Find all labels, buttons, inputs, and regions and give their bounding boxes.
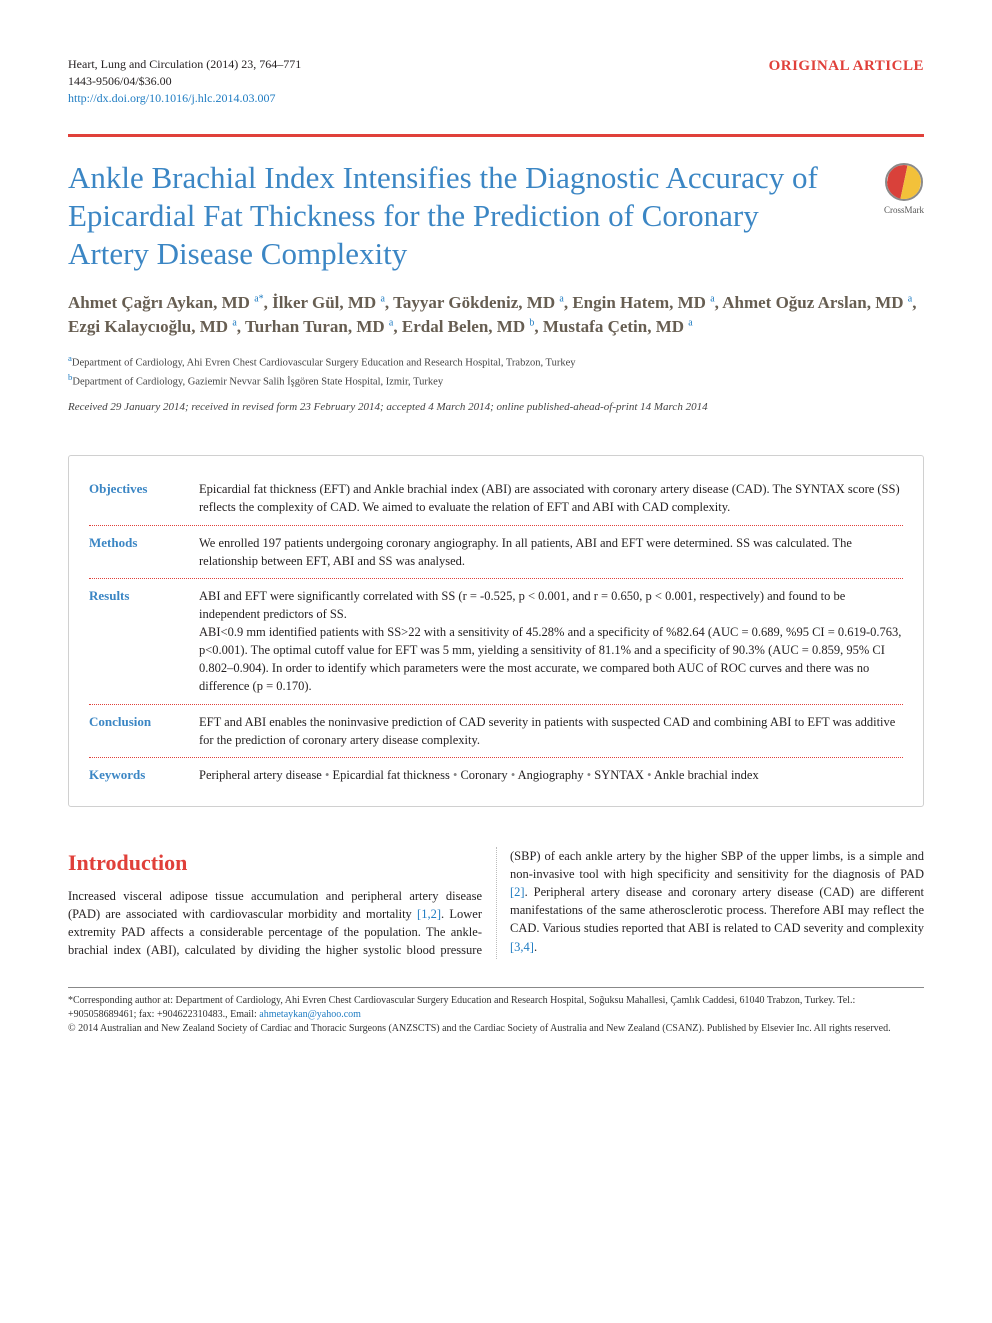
journal-citation: Heart, Lung and Circulation (2014) 23, 7… (68, 56, 301, 73)
corresponding-author-note: *Corresponding author at: Department of … (68, 994, 924, 1022)
abstract-label: Methods (89, 534, 199, 552)
citation-link[interactable]: [2] (510, 885, 525, 899)
abstract-text: EFT and ABI enables the noninvasive pred… (199, 713, 903, 749)
abstract-text: ABI and EFT were significantly correlate… (199, 587, 903, 696)
affiliations: aDepartment of Cardiology, Ahi Evren Che… (68, 352, 924, 390)
abstract-text: We enrolled 197 patients undergoing coro… (199, 534, 903, 570)
crossmark-icon (885, 163, 923, 201)
journal-meta: Heart, Lung and Circulation (2014) 23, 7… (68, 56, 301, 106)
abstract-keywords-row: Keywords Peripheral artery disease • Epi… (89, 757, 903, 792)
footnote-rule (68, 987, 924, 988)
intro-text: . (534, 940, 537, 954)
crossmark-label: CrossMark (884, 204, 924, 216)
abstract-methods-row: Methods We enrolled 197 patients undergo… (89, 525, 903, 578)
article-history: Received 29 January 2014; received in re… (68, 400, 924, 415)
abstract-label: Results (89, 587, 199, 605)
corresponding-email-link[interactable]: ahmetaykan@yahoo.com (259, 1009, 361, 1020)
abstract-text: Epicardial fat thickness (EFT) and Ankle… (199, 480, 903, 516)
doi-link[interactable]: http://dx.doi.org/10.1016/j.hlc.2014.03.… (68, 91, 275, 105)
journal-issn-price: 1443-9506/04/$36.00 (68, 73, 301, 90)
crossmark-badge[interactable]: CrossMark (884, 163, 924, 216)
citation-link[interactable]: [1,2] (417, 907, 441, 921)
corresponding-text: *Corresponding author at: Department of … (68, 995, 855, 1020)
abstract-results-row: Results ABI and EFT were significantly c… (89, 578, 903, 704)
introduction-section: Introduction Increased visceral adipose … (68, 847, 924, 959)
introduction-heading: Introduction (68, 847, 482, 879)
footnotes: *Corresponding author at: Department of … (68, 994, 924, 1036)
abstract-conclusion-row: Conclusion EFT and ABI enables the nonin… (89, 704, 903, 757)
article-type-label: ORIGINAL ARTICLE (769, 56, 924, 76)
abstract-label: Objectives (89, 480, 199, 498)
abstract-box: Objectives Epicardial fat thickness (EFT… (68, 455, 924, 807)
citation-link[interactable]: [3,4] (510, 940, 534, 954)
header-rule (68, 134, 924, 137)
abstract-label: Conclusion (89, 713, 199, 731)
article-title: Ankle Brachial Index Intensifies the Dia… (68, 159, 828, 272)
copyright-note: © 2014 Australian and New Zealand Societ… (68, 1022, 924, 1036)
abstract-objectives-row: Objectives Epicardial fat thickness (EFT… (89, 472, 903, 524)
abstract-label: Keywords (89, 766, 199, 784)
keywords-text: Peripheral artery disease • Epicardial f… (199, 766, 903, 784)
intro-text: . Peripheral artery disease and coronary… (510, 885, 924, 935)
author-list: Ahmet Çağrı Aykan, MD a*, İlker Gül, MD … (68, 291, 924, 340)
